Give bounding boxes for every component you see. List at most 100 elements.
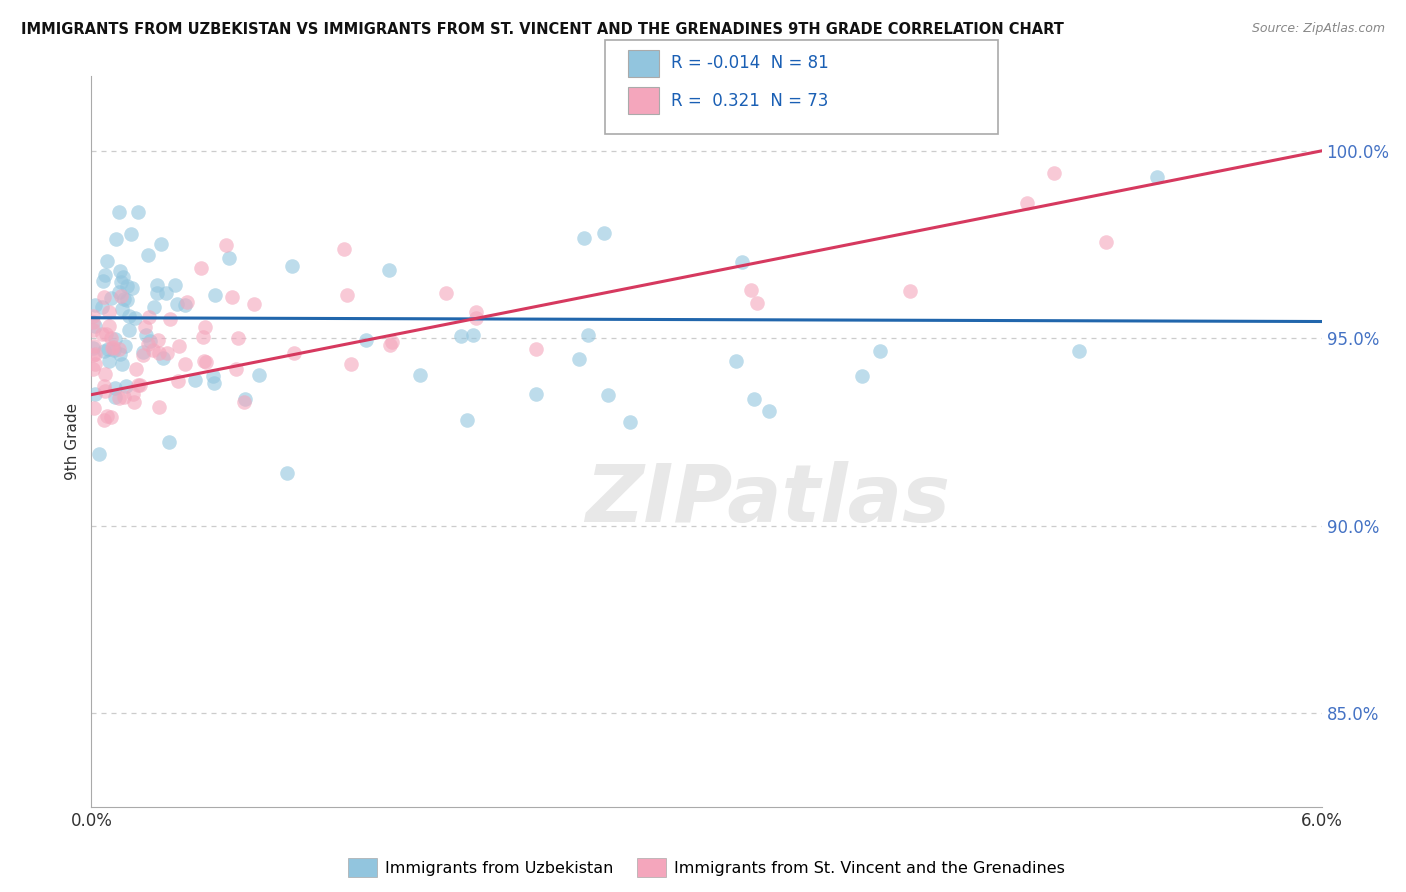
Point [742, 392, 765, 406]
Point [201, 368, 224, 383]
Point [97, 354, 120, 368]
Point [149, 236, 172, 251]
Point [122, 387, 145, 401]
Point [90, 301, 112, 315]
Point [112, 292, 135, 306]
Point [91, 326, 114, 341]
Point [568, 351, 591, 366]
Point [93, 343, 115, 358]
Point [135, 328, 157, 343]
Point [745, 296, 768, 310]
Point [104, 232, 127, 246]
Point [122, 395, 145, 409]
Point [118, 323, 141, 337]
Point [104, 390, 127, 404]
Point [336, 288, 359, 302]
Point [576, 328, 599, 343]
Point [128, 378, 150, 392]
Point [204, 288, 226, 302]
Y-axis label: 9th Grade: 9th Grade [65, 403, 80, 480]
Point [142, 300, 165, 314]
Point [194, 355, 217, 369]
Point [115, 293, 138, 307]
Point [104, 381, 127, 395]
Point [157, 435, 180, 450]
Point [111, 357, 134, 371]
Point [225, 362, 247, 376]
Point [247, 368, 270, 383]
Text: R = -0.014  N = 81: R = -0.014 N = 81 [671, 54, 828, 72]
Point [132, 345, 155, 359]
Point [215, 237, 238, 252]
Point [84, 357, 107, 371]
Point [93, 384, 115, 398]
Point [193, 330, 215, 344]
Point [146, 277, 169, 292]
Point [82, 348, 104, 362]
Point [93, 378, 115, 392]
Point [1069, 343, 1091, 358]
Point [84, 387, 107, 401]
Point [354, 333, 377, 347]
Point [111, 270, 134, 285]
Point [434, 286, 457, 301]
Point [108, 264, 131, 278]
Point [91, 274, 114, 288]
Point [461, 328, 484, 343]
Point [619, 415, 641, 429]
Point [120, 227, 142, 241]
Point [218, 252, 240, 266]
Point [124, 310, 146, 325]
Point [100, 292, 122, 306]
Point [232, 394, 254, 409]
Point [524, 342, 547, 356]
Point [176, 295, 198, 310]
Point [125, 362, 148, 376]
Point [851, 368, 873, 383]
Point [93, 413, 115, 427]
Point [118, 310, 141, 324]
Point [82, 341, 104, 355]
Point [94, 327, 117, 342]
Point [163, 277, 186, 292]
Point [115, 278, 138, 293]
Point [221, 290, 243, 304]
Point [84, 298, 107, 312]
Point [100, 409, 122, 424]
Point [127, 205, 149, 219]
Point [183, 373, 205, 387]
Point [598, 388, 620, 402]
Point [869, 344, 891, 359]
Point [193, 320, 215, 334]
Point [110, 275, 132, 289]
Point [127, 378, 149, 392]
Point [145, 286, 167, 301]
Point [101, 341, 124, 355]
Point [1043, 165, 1066, 179]
Point [114, 339, 136, 353]
Point [173, 298, 195, 312]
Point [97, 318, 120, 333]
Point [409, 368, 432, 383]
Point [464, 311, 486, 326]
Point [83, 339, 105, 353]
Point [340, 358, 363, 372]
Point [82, 323, 104, 337]
Point [152, 351, 174, 365]
Text: Source: ZipAtlas.com: Source: ZipAtlas.com [1251, 22, 1385, 36]
Point [724, 354, 747, 368]
Point [108, 347, 131, 361]
Point [740, 283, 762, 297]
Point [121, 281, 143, 295]
Point [107, 342, 129, 356]
Point [190, 261, 212, 276]
Point [82, 361, 104, 376]
Point [276, 466, 298, 480]
Text: R =  0.321  N = 73: R = 0.321 N = 73 [671, 92, 828, 110]
Point [142, 343, 165, 358]
Point [104, 333, 127, 347]
Point [111, 301, 134, 316]
Point [108, 392, 131, 406]
Point [898, 285, 921, 299]
Point [173, 357, 195, 371]
